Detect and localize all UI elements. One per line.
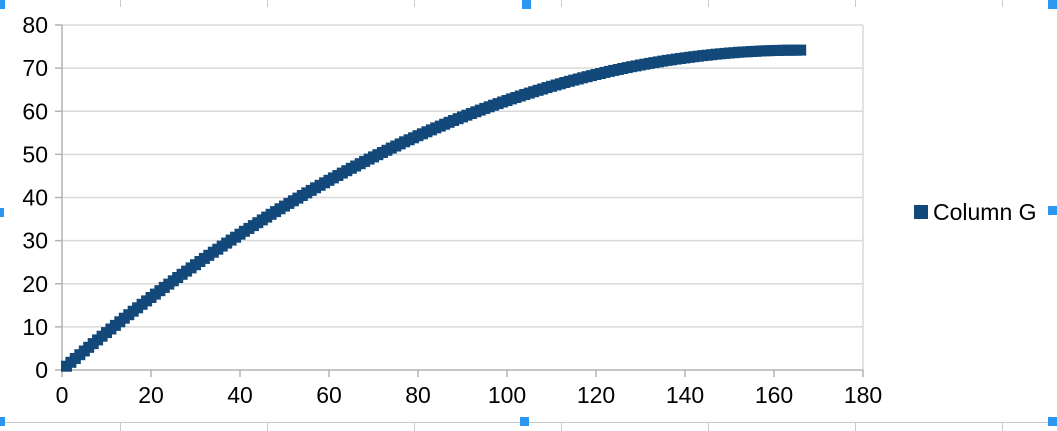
y-tick-label: 30 <box>22 228 48 254</box>
cell-border-stub <box>855 422 856 431</box>
cell-border-stub <box>120 0 121 7</box>
y-tick-label: 10 <box>22 314 48 340</box>
y-tick-label: 40 <box>22 185 48 211</box>
cell-border-stub <box>267 422 268 431</box>
selection-handle-middle-right[interactable] <box>1048 206 1057 215</box>
y-tick-label: 50 <box>22 141 48 167</box>
cell-border-stub <box>414 422 415 431</box>
x-tick-label: 60 <box>316 382 342 408</box>
x-tick-label: 140 <box>666 382 704 408</box>
cell-border-stub <box>267 0 268 7</box>
x-tick-label: 0 <box>56 382 69 408</box>
x-tick-label: 180 <box>844 382 882 408</box>
x-tick-label: 20 <box>138 382 164 408</box>
legend-swatch-icon <box>914 205 928 219</box>
y-tick-label: 80 <box>22 12 48 38</box>
x-tick-label: 160 <box>755 382 793 408</box>
selection-handle-bottom-center[interactable] <box>520 417 529 426</box>
legend[interactable]: Column G <box>914 199 1037 225</box>
selection-handle-middle-left[interactable] <box>0 208 4 217</box>
data-series-column-g[interactable] <box>61 44 807 372</box>
data-point-marker <box>795 44 807 56</box>
y-tick-label: 20 <box>22 271 48 297</box>
cell-border-stub <box>855 0 856 7</box>
legend-label: Column G <box>933 199 1037 225</box>
selection-handle-bottom-right[interactable] <box>1048 417 1057 426</box>
x-tick-label: 40 <box>227 382 253 408</box>
cell-border-stub <box>1002 0 1003 7</box>
x-tick-label: 120 <box>577 382 615 408</box>
selection-handle-top-center[interactable] <box>522 0 531 9</box>
y-tick-label: 60 <box>22 98 48 124</box>
cell-border-stub <box>414 0 415 7</box>
y-tick-label: 0 <box>35 357 48 383</box>
selection-handle-bottom-left[interactable] <box>0 417 5 426</box>
cell-border-stub <box>1002 422 1003 431</box>
y-tick-label: 70 <box>22 55 48 81</box>
cell-border-stub <box>708 422 709 431</box>
x-tick-label: 80 <box>405 382 431 408</box>
selection-handle-top-right[interactable] <box>1048 0 1057 9</box>
cell-border-stub <box>708 0 709 7</box>
cell-border-stub <box>120 422 121 431</box>
selection-handle-top-left[interactable] <box>0 0 5 9</box>
cell-border-stub <box>561 0 562 7</box>
cell-border-stub <box>561 422 562 431</box>
x-tick-label: 100 <box>488 382 526 408</box>
